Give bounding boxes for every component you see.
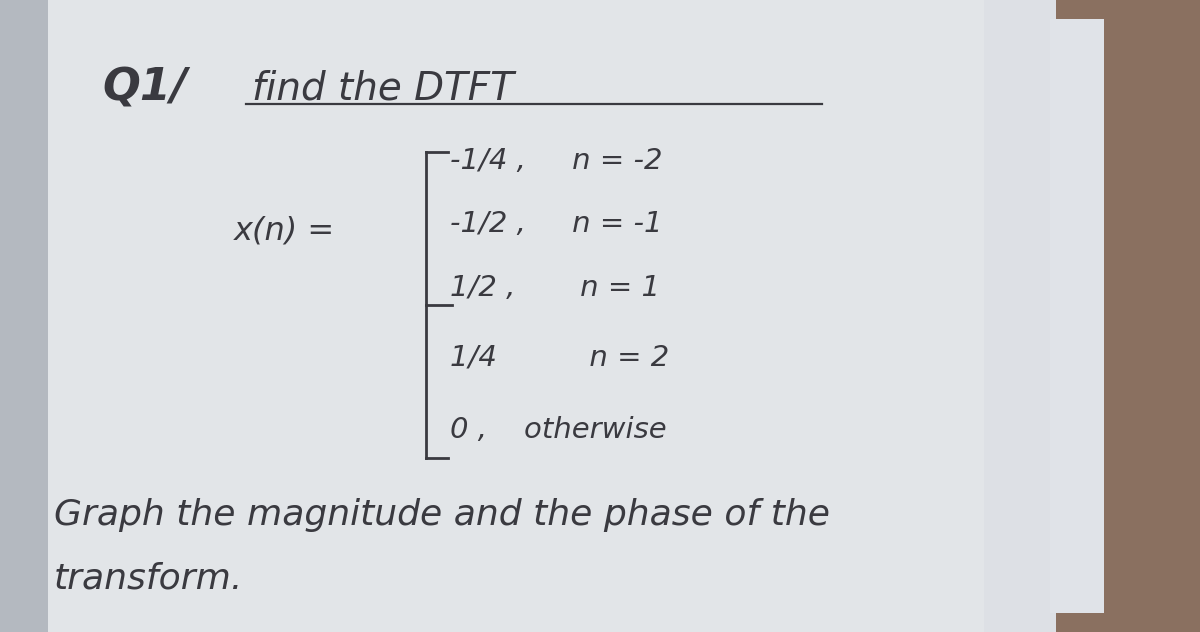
Text: 1/2 ,       n = 1: 1/2 , n = 1 bbox=[450, 274, 660, 301]
Text: -1/4 ,     n = -2: -1/4 , n = -2 bbox=[450, 147, 662, 175]
Text: -1/2 ,     n = -1: -1/2 , n = -1 bbox=[450, 210, 662, 238]
Text: 1/4          n = 2: 1/4 n = 2 bbox=[450, 343, 670, 371]
Text: Q1/: Q1/ bbox=[102, 67, 187, 110]
FancyBboxPatch shape bbox=[1050, 19, 1080, 613]
FancyBboxPatch shape bbox=[48, 0, 984, 632]
Text: Graph the magnitude and the phase of the: Graph the magnitude and the phase of the bbox=[54, 498, 830, 532]
FancyBboxPatch shape bbox=[1074, 19, 1104, 613]
Text: x(n) =: x(n) = bbox=[234, 215, 335, 246]
Text: 0 ,    otherwise: 0 , otherwise bbox=[450, 416, 667, 444]
Text: find the DTFT: find the DTFT bbox=[252, 70, 514, 107]
FancyBboxPatch shape bbox=[0, 0, 1056, 632]
Text: transform.: transform. bbox=[54, 561, 244, 595]
FancyBboxPatch shape bbox=[0, 0, 48, 632]
FancyBboxPatch shape bbox=[1062, 19, 1092, 613]
